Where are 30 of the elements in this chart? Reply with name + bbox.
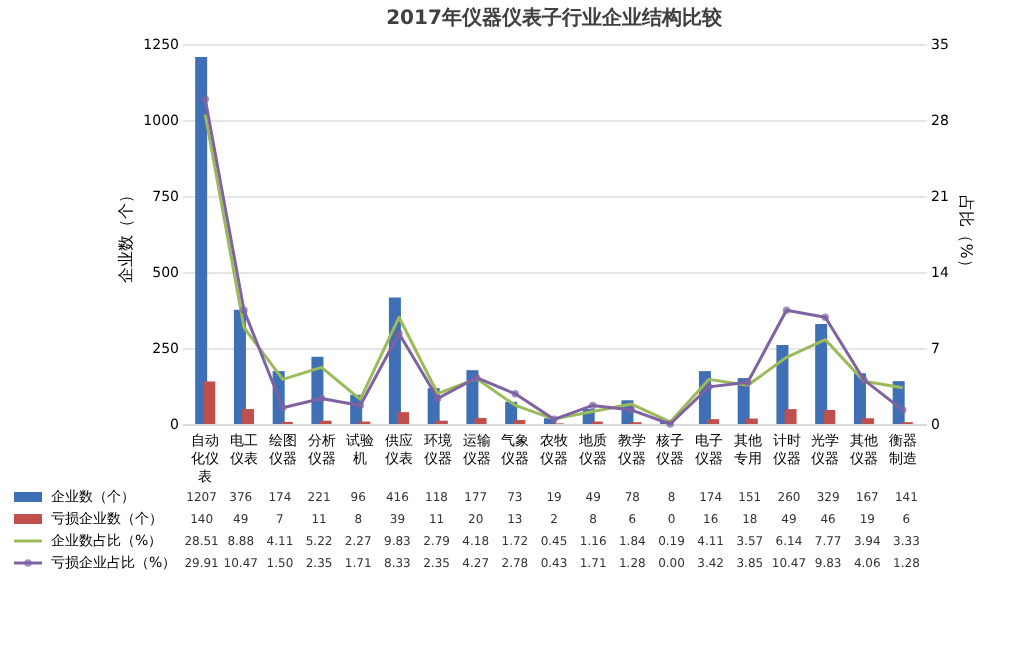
point [511,390,519,398]
bar [815,323,828,424]
chart-title: 2017年仪器仪表子行业企业结构比较 [386,6,724,30]
point [317,394,326,403]
point [821,313,829,322]
point [782,306,791,315]
bar [242,409,255,424]
y-axis-title: 企业数（个） [117,187,136,283]
point [201,95,209,103]
point [550,415,558,424]
point [434,394,442,403]
point [899,406,907,414]
point [705,383,713,391]
point [472,373,481,382]
bar [474,417,487,424]
point [589,401,597,410]
point [240,306,248,315]
bar [784,409,797,424]
point [666,420,674,428]
bar [745,418,758,424]
bar [776,344,789,424]
point [860,376,868,384]
point [744,378,752,386]
point [279,403,287,412]
y2-axis-title: 占比（%） [956,195,975,275]
bar [823,410,836,424]
bar [195,57,208,424]
bar [203,381,216,424]
bar [862,418,875,424]
bar [397,412,410,424]
